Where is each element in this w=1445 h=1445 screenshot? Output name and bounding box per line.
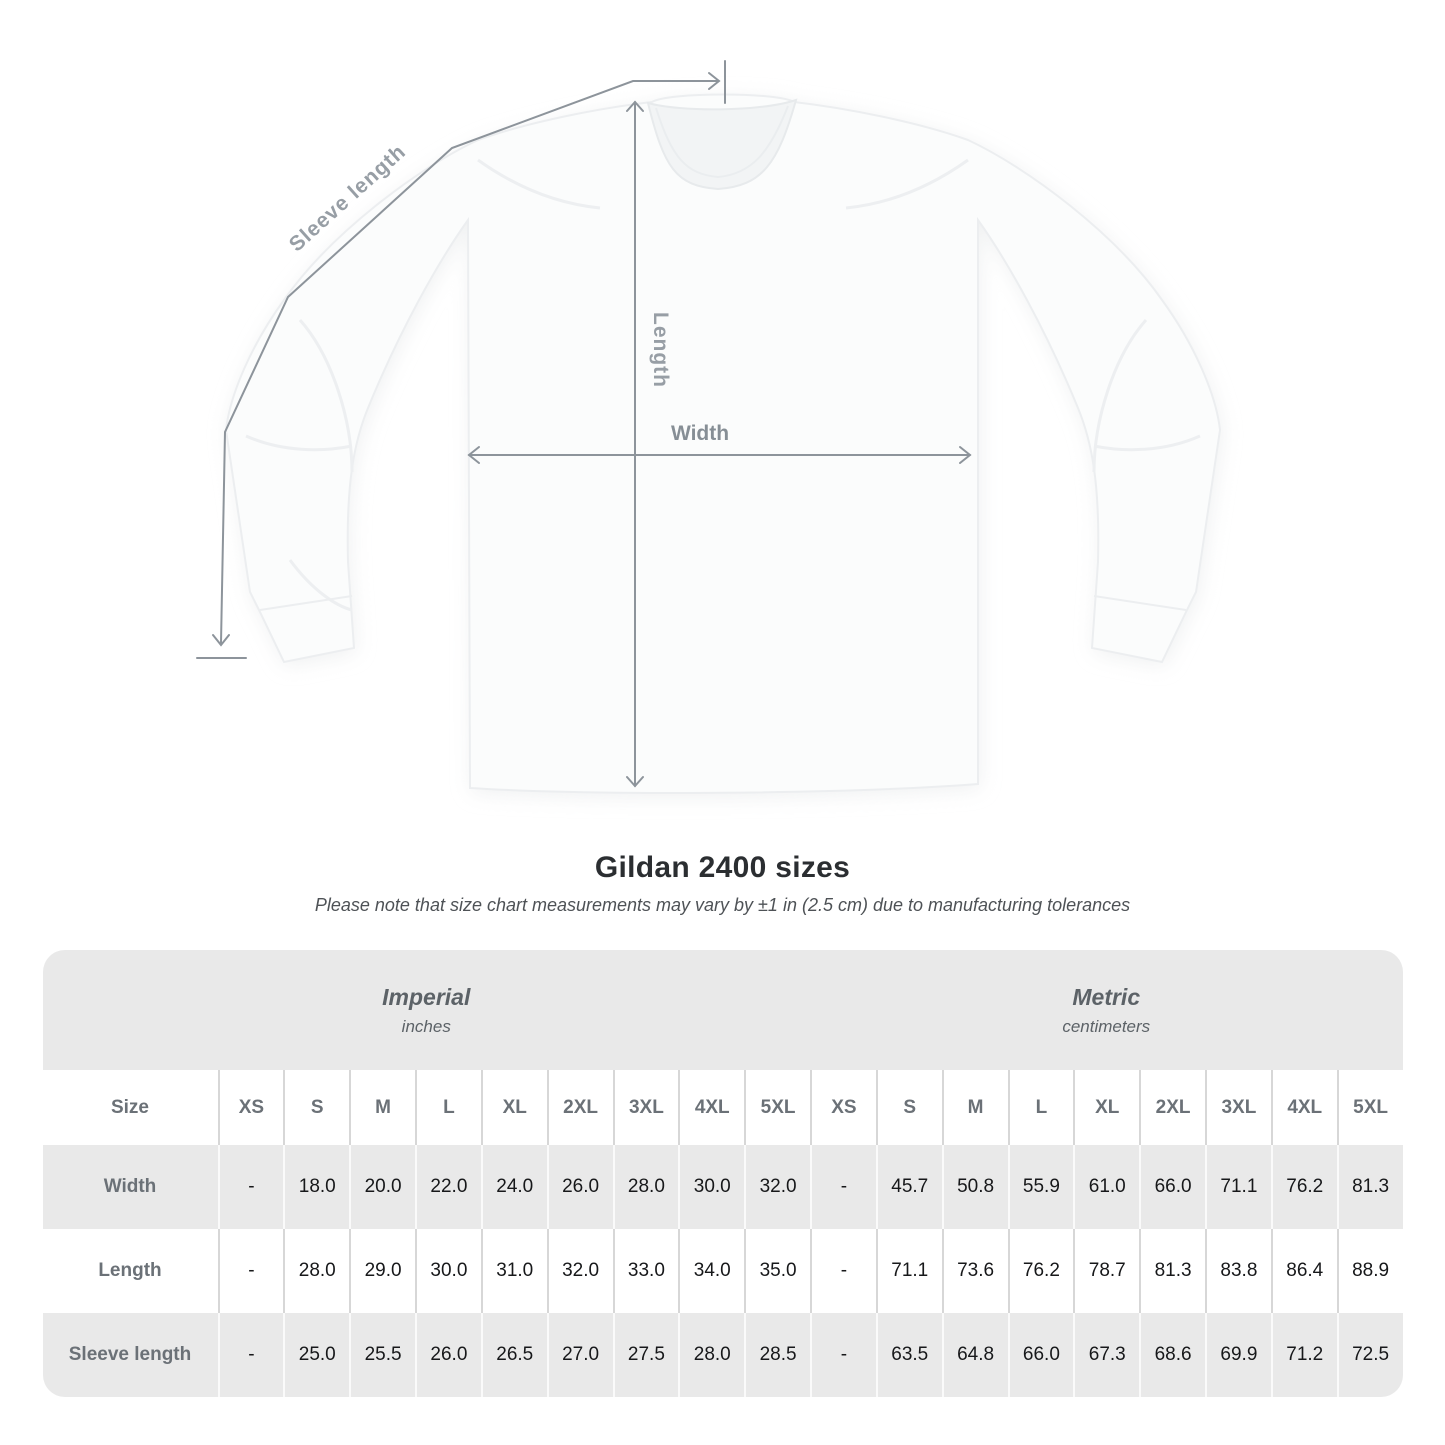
sleeve-length-metric-5xl: 72.5 [1336, 1313, 1403, 1397]
width-imperial-4xl: 30.0 [678, 1145, 744, 1229]
metric-section-header: Metric centimeters [810, 950, 1403, 1070]
length-metric-m: 73.6 [941, 1229, 1008, 1313]
sleeve-length-metric-4xl: 71.2 [1270, 1313, 1337, 1397]
measurement-lines [196, 60, 972, 788]
sleeve-length-imperial-s: 25.0 [283, 1313, 349, 1397]
imperial-unit: inches [401, 1016, 451, 1036]
sleeve-length-imperial-xs: - [217, 1313, 284, 1397]
sleeve-length-metric-xl: 67.3 [1073, 1313, 1139, 1397]
metric-label: Metric [1072, 983, 1141, 1010]
width-metric-5xl: 81.3 [1336, 1145, 1403, 1229]
sleeve-length-imperial-l: 26.0 [415, 1313, 481, 1397]
length-metric-l: 76.2 [1007, 1229, 1074, 1313]
sleeve-length-imperial-xl: 26.5 [480, 1313, 547, 1397]
size-header-imperial-m: M [349, 1070, 415, 1145]
length-metric-5xl: 88.9 [1336, 1229, 1403, 1313]
width-metric-2xl: 66.0 [1139, 1145, 1205, 1229]
size-header-metric-l: L [1007, 1070, 1074, 1145]
size-table: Imperial inches Metric centimeters Size X… [42, 950, 1403, 1397]
size-header-imperial-s: S [283, 1070, 349, 1145]
size-column-header: Size [110, 1096, 150, 1118]
shirt-measurement-diagram: Sleeve length Length Width [196, 60, 1222, 797]
length-metric-3xl: 83.8 [1205, 1229, 1271, 1313]
width-imperial-3xl: 28.0 [612, 1145, 679, 1229]
sleeve-length-line [220, 80, 719, 644]
imperial-section-header: Imperial inches [43, 950, 811, 1070]
size-header-imperial-3xl: 3XL [612, 1070, 679, 1145]
length-metric-4xl: 86.4 [1270, 1229, 1337, 1313]
length-metric-s: 71.1 [875, 1229, 942, 1313]
table-row-length: Length -28.0 29.0 30.0 31.0 32.0 33.0 34.0 35.0-… [42, 1229, 1403, 1313]
table-row-width: Width -18.0 20.0 22.0 24.0 26.0 28.0 30.0 32.0-4… [42, 1145, 1403, 1229]
row-label-sleeve-length: Sleeve length [68, 1344, 192, 1365]
width-imperial-s: 18.0 [283, 1145, 349, 1229]
length-imperial-xl: 31.0 [480, 1229, 547, 1313]
page-title: Gildan 2400 sizes [594, 851, 851, 884]
size-header-imperial-xl: XL [480, 1070, 547, 1145]
size-header-imperial-4xl: 4XL [678, 1070, 744, 1145]
length-label: Length [649, 312, 672, 388]
metric-unit: centimeters [1062, 1016, 1151, 1036]
length-imperial-m: 29.0 [349, 1229, 415, 1313]
width-imperial-xs: - [217, 1145, 284, 1229]
size-header-metric-2xl: 2XL [1139, 1070, 1205, 1145]
size-header-metric-3xl: 3XL [1205, 1070, 1271, 1145]
length-metric-2xl: 81.3 [1139, 1229, 1205, 1313]
size-header-metric-m: M [941, 1070, 1008, 1145]
size-header-metric-s: S [875, 1070, 942, 1145]
length-imperial-xs: - [217, 1229, 284, 1313]
size-header-row: Size XS S M L XL 2XL 3XL 4XL 5XL XS S M L XL 2XL 3XL 4XL 5… [42, 1070, 1403, 1145]
width-metric-xl: 61.0 [1073, 1145, 1139, 1229]
width-imperial-5xl: 32.0 [744, 1145, 810, 1229]
size-header-metric-5xl: 5XL [1336, 1070, 1403, 1145]
collar [646, 98, 798, 191]
sleeve-length-metric-m: 64.8 [941, 1313, 1008, 1397]
row-label-width: Width [103, 1176, 157, 1197]
width-metric-s: 45.7 [875, 1145, 942, 1229]
width-imperial-m: 20.0 [349, 1145, 415, 1229]
imperial-label: Imperial [382, 983, 471, 1010]
size-header-imperial-xs: XS [217, 1070, 284, 1145]
sleeve-length-imperial-5xl: 28.5 [744, 1313, 810, 1397]
sleeve-length-imperial-m: 25.5 [349, 1313, 415, 1397]
width-imperial-l: 22.0 [415, 1145, 481, 1229]
width-metric-l: 55.9 [1007, 1145, 1074, 1229]
size-header-metric-xs: XS [810, 1070, 876, 1145]
width-metric-4xl: 76.2 [1270, 1145, 1337, 1229]
sleeve-length-metric-l: 66.0 [1007, 1313, 1074, 1397]
length-imperial-3xl: 33.0 [612, 1229, 679, 1313]
length-imperial-4xl: 34.0 [678, 1229, 744, 1313]
length-imperial-l: 30.0 [415, 1229, 481, 1313]
length-imperial-s: 28.0 [283, 1229, 349, 1313]
shirt-illustration [224, 93, 1222, 794]
length-imperial-5xl: 35.0 [744, 1229, 810, 1313]
tolerance-note: Please note that size chart measurements… [314, 895, 1131, 915]
size-header-metric-xl: XL [1073, 1070, 1139, 1145]
sleeve-length-metric-2xl: 68.6 [1139, 1313, 1205, 1397]
size-header-imperial-l: L [415, 1070, 481, 1145]
width-metric-m: 50.8 [941, 1145, 1008, 1229]
sleeve-length-metric-s: 63.5 [875, 1313, 942, 1397]
sleeve-length-imperial-2xl: 27.0 [546, 1313, 613, 1397]
sleeve-length-imperial-3xl: 27.5 [612, 1313, 679, 1397]
length-metric-xs: - [810, 1229, 876, 1313]
width-imperial-xl: 24.0 [480, 1145, 547, 1229]
width-label: Width [671, 422, 729, 445]
sleeve-length-imperial-4xl: 28.0 [678, 1313, 744, 1397]
sleeve-length-metric-3xl: 69.9 [1205, 1313, 1271, 1397]
row-label-length: Length [98, 1260, 162, 1281]
length-metric-xl: 78.7 [1073, 1229, 1139, 1313]
units-band: Imperial inches Metric centimeters [42, 950, 1403, 1070]
width-imperial-2xl: 26.0 [546, 1145, 613, 1229]
width-metric-xs: - [810, 1145, 876, 1229]
length-imperial-2xl: 32.0 [546, 1229, 613, 1313]
width-metric-3xl: 71.1 [1205, 1145, 1271, 1229]
size-header-metric-4xl: 4XL [1270, 1070, 1337, 1145]
table-row-sleeve-length: Sleeve length -25.0 25.5 26.0 26.5 27.0 27.5 28… [42, 1313, 1403, 1397]
size-header-imperial-2xl: 2XL [546, 1070, 613, 1145]
size-header-imperial-5xl: 5XL [744, 1070, 810, 1145]
sleeve-length-metric-xs: - [810, 1313, 876, 1397]
